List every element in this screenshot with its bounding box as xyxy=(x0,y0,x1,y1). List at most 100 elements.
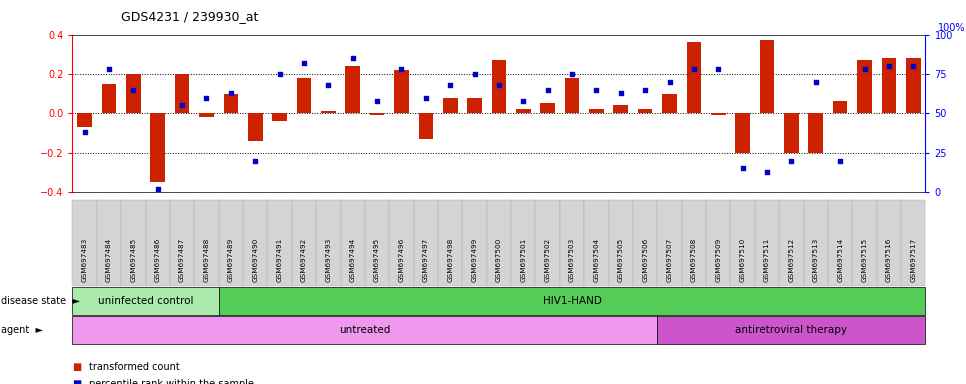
Point xyxy=(199,94,214,101)
Bar xyxy=(394,70,409,113)
Text: GSM697510: GSM697510 xyxy=(740,238,746,282)
Text: GSM697511: GSM697511 xyxy=(764,238,770,282)
Text: GDS4231 / 239930_at: GDS4231 / 239930_at xyxy=(121,10,258,23)
Point xyxy=(150,186,165,192)
Text: GSM697498: GSM697498 xyxy=(447,238,453,282)
Point xyxy=(638,87,653,93)
Text: antiretroviral therapy: antiretroviral therapy xyxy=(735,325,847,335)
Text: GSM697516: GSM697516 xyxy=(886,238,892,282)
Bar xyxy=(468,98,482,113)
Text: ■: ■ xyxy=(72,362,82,372)
Text: GSM697496: GSM697496 xyxy=(398,238,405,282)
Text: transformed count: transformed count xyxy=(89,362,180,372)
Point xyxy=(735,166,751,172)
Bar xyxy=(857,60,871,113)
Point xyxy=(905,63,921,69)
Text: GSM697493: GSM697493 xyxy=(326,238,331,282)
Text: GSM697497: GSM697497 xyxy=(423,238,429,282)
Text: percentile rank within the sample: percentile rank within the sample xyxy=(89,379,254,384)
Bar xyxy=(101,84,116,113)
Bar xyxy=(248,113,263,141)
Bar xyxy=(321,111,335,113)
Text: GSM697483: GSM697483 xyxy=(82,238,88,282)
Point xyxy=(540,87,555,93)
Point xyxy=(833,157,848,164)
Bar xyxy=(735,113,750,153)
Bar xyxy=(442,98,458,113)
Point xyxy=(442,82,458,88)
Text: GSM697507: GSM697507 xyxy=(667,238,672,282)
Text: GSM697514: GSM697514 xyxy=(838,238,843,282)
Bar xyxy=(613,106,628,113)
Text: GSM697500: GSM697500 xyxy=(496,238,502,282)
Text: GSM697491: GSM697491 xyxy=(276,238,283,282)
Point xyxy=(686,66,701,72)
Text: disease state  ►: disease state ► xyxy=(1,296,80,306)
Point xyxy=(516,98,531,104)
Text: GSM697487: GSM697487 xyxy=(179,238,185,282)
Text: GSM697490: GSM697490 xyxy=(252,238,258,282)
Text: 100%: 100% xyxy=(938,23,966,33)
Text: GSM697486: GSM697486 xyxy=(155,238,160,282)
Text: GSM697513: GSM697513 xyxy=(812,238,819,282)
Text: GSM697509: GSM697509 xyxy=(715,238,722,282)
Point xyxy=(321,82,336,88)
Text: GSM697504: GSM697504 xyxy=(593,238,600,282)
Text: ■: ■ xyxy=(72,379,82,384)
Text: GSM697512: GSM697512 xyxy=(788,238,794,282)
Point xyxy=(881,63,896,69)
Text: GSM697495: GSM697495 xyxy=(374,238,380,282)
Point xyxy=(783,157,799,164)
Text: GSM697492: GSM697492 xyxy=(301,238,307,282)
Bar xyxy=(663,94,677,113)
Bar xyxy=(589,109,604,113)
Point xyxy=(564,71,580,77)
Point xyxy=(808,79,823,85)
Bar xyxy=(882,58,896,113)
Point xyxy=(467,71,482,77)
Point xyxy=(857,66,872,72)
Point xyxy=(369,98,384,104)
Text: HIV1-HAND: HIV1-HAND xyxy=(543,296,602,306)
Point xyxy=(711,66,726,72)
Bar xyxy=(784,113,799,153)
Bar xyxy=(272,113,287,121)
Bar xyxy=(809,113,823,153)
Text: GSM697505: GSM697505 xyxy=(618,238,624,282)
Bar xyxy=(540,103,555,113)
Bar xyxy=(370,113,384,115)
Point xyxy=(175,103,190,109)
Point xyxy=(297,60,312,66)
Bar xyxy=(127,74,141,113)
Point xyxy=(223,90,239,96)
Text: GSM697494: GSM697494 xyxy=(350,238,355,282)
Text: GSM697517: GSM697517 xyxy=(910,238,916,282)
Point xyxy=(126,87,141,93)
Bar xyxy=(418,113,433,139)
Point xyxy=(588,87,604,93)
Bar xyxy=(297,78,311,113)
Point xyxy=(394,66,410,72)
Bar xyxy=(151,113,165,182)
Bar xyxy=(711,113,725,115)
Bar xyxy=(223,94,239,113)
Point xyxy=(101,66,117,72)
Point xyxy=(271,71,287,77)
Text: GSM697484: GSM697484 xyxy=(106,238,112,282)
Bar xyxy=(638,109,652,113)
Point xyxy=(662,79,677,85)
Point xyxy=(345,55,360,61)
Point xyxy=(759,169,775,175)
Text: untreated: untreated xyxy=(339,325,390,335)
Bar xyxy=(175,74,189,113)
Text: GSM697489: GSM697489 xyxy=(228,238,234,282)
Bar xyxy=(759,40,775,113)
Point xyxy=(613,90,629,96)
Text: GSM697508: GSM697508 xyxy=(691,238,696,282)
Text: GSM697502: GSM697502 xyxy=(545,238,551,282)
Bar xyxy=(906,58,921,113)
Point xyxy=(418,94,434,101)
Point xyxy=(492,82,507,88)
Bar xyxy=(687,43,701,113)
Text: agent  ►: agent ► xyxy=(1,325,43,335)
